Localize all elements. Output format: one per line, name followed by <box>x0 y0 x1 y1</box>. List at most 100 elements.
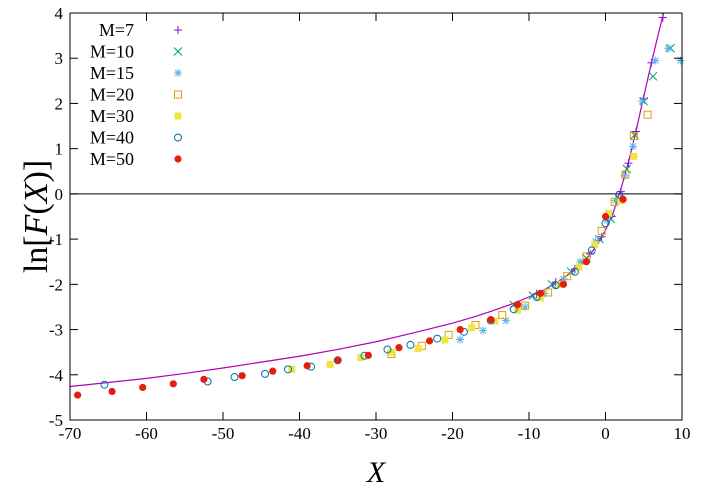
data-point <box>621 170 630 179</box>
x-axis-label: X <box>366 456 387 489</box>
x-tick-label: -60 <box>135 424 158 443</box>
marker-shape <box>200 375 208 383</box>
y-tick-label: 3 <box>55 49 64 68</box>
marker-shape <box>532 292 541 301</box>
data-point <box>364 351 372 359</box>
x-tick-label: -20 <box>441 424 464 443</box>
marker-stroke <box>638 97 646 105</box>
series-m-7 <box>532 13 667 298</box>
data-point <box>676 56 685 65</box>
marker-shape <box>487 316 495 324</box>
marker-shape <box>619 195 627 203</box>
data-point <box>582 258 590 266</box>
data-point <box>326 360 334 368</box>
legend-label: M=10 <box>90 42 134 62</box>
marker-shape <box>587 246 596 255</box>
marker-shape <box>74 391 82 399</box>
data-point <box>479 326 488 335</box>
data-point <box>238 372 246 380</box>
series-m-20 <box>387 110 652 358</box>
data-point <box>605 209 613 217</box>
data-point <box>570 267 579 276</box>
plot-frame <box>69 12 683 421</box>
y-tick-label: 4 <box>55 4 64 23</box>
data-point <box>456 325 464 334</box>
x-tick-label: 0 <box>601 424 610 443</box>
marker-shape <box>174 155 182 163</box>
data-point <box>664 44 673 53</box>
legend-item: M=40 <box>90 128 182 148</box>
marker-shape <box>230 373 239 382</box>
x-tick-label: -40 <box>288 424 311 443</box>
data-point <box>261 369 270 378</box>
legend-label: M=15 <box>90 63 134 83</box>
legend-marker <box>174 133 182 142</box>
marker-shape <box>551 281 560 290</box>
data-point <box>444 330 453 339</box>
marker-shape <box>601 212 610 221</box>
data-point <box>284 365 293 374</box>
marker-shape <box>326 360 334 368</box>
marker-stroke <box>174 69 182 77</box>
data-point <box>487 316 495 324</box>
marker-stroke <box>651 57 659 64</box>
data-point <box>629 132 638 141</box>
y-tick-label: 2 <box>55 94 64 113</box>
legend: M=7M=10M=15M=20M=30M=40M=50 <box>90 20 183 169</box>
data-point <box>638 97 647 106</box>
marker-shape <box>629 132 638 141</box>
marker-shape <box>174 133 182 142</box>
y-tick-label: -1 <box>49 230 63 249</box>
y-tick-label: -3 <box>49 321 63 340</box>
data-point <box>406 340 415 349</box>
data-point <box>629 142 638 151</box>
legend-item: M=10 <box>90 42 183 62</box>
data-point <box>630 152 638 160</box>
marker-shape <box>643 110 652 119</box>
marker-stroke <box>479 327 487 334</box>
data-point <box>387 348 395 356</box>
data-point <box>643 110 652 119</box>
legend-label: M=7 <box>99 20 134 40</box>
marker-shape <box>238 372 246 380</box>
marker-shape <box>615 190 624 199</box>
marker-shape <box>575 263 583 271</box>
marker-shape <box>591 241 599 249</box>
data-point <box>521 302 530 311</box>
series-m-50 <box>74 195 627 399</box>
fit-curve <box>70 13 665 388</box>
marker-shape <box>139 383 147 392</box>
y-tick-label: 0 <box>55 185 64 204</box>
marker-shape <box>468 324 476 332</box>
data-point <box>303 362 311 370</box>
data-point <box>509 305 518 314</box>
data-point <box>551 281 560 290</box>
marker-shape <box>597 226 606 235</box>
marker-shape <box>169 380 177 388</box>
data-point <box>624 159 633 168</box>
legend-marker <box>174 112 182 120</box>
data-point <box>591 241 599 249</box>
marker-stroke <box>664 44 672 52</box>
marker-shape <box>174 112 182 120</box>
data-point <box>513 301 522 309</box>
data-point <box>108 387 116 396</box>
data-point <box>433 334 442 343</box>
marker-shape <box>406 340 415 349</box>
plot-frame-layer <box>69 12 683 421</box>
data-point <box>74 391 82 399</box>
marker-shape <box>521 301 530 310</box>
data-point <box>536 289 545 297</box>
marker-shape <box>383 345 392 354</box>
marker-shape <box>630 152 638 160</box>
legend-marker <box>174 155 182 163</box>
x-tick-label: -30 <box>365 424 388 443</box>
data-point <box>658 13 667 22</box>
data-point <box>334 356 342 364</box>
data-points-layer <box>74 13 685 399</box>
marker-stroke <box>629 143 637 150</box>
legend-label: M=20 <box>90 85 134 105</box>
data-point <box>559 280 568 288</box>
data-point <box>100 380 109 389</box>
